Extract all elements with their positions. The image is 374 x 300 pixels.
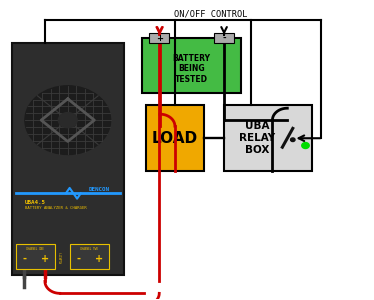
Text: CHANNEL ONE: CHANNEL ONE — [26, 247, 44, 251]
Text: UBA
RELAY
BOX: UBA RELAY BOX — [239, 122, 276, 155]
Bar — [149, 33, 169, 43]
Text: +: + — [95, 254, 103, 264]
Text: CHANNEL TWO: CHANNEL TWO — [80, 247, 98, 251]
Text: POLARITY: POLARITY — [60, 251, 64, 263]
Text: UBA4.5: UBA4.5 — [25, 200, 46, 205]
Text: BATTERY ANALYZER & CHARGER: BATTERY ANALYZER & CHARGER — [25, 206, 87, 210]
Bar — [146, 105, 204, 171]
Text: DENCON: DENCON — [89, 187, 110, 192]
Text: -: - — [222, 34, 226, 43]
Bar — [16, 244, 55, 269]
Text: LOAD: LOAD — [152, 130, 198, 146]
Bar — [142, 38, 241, 93]
Circle shape — [25, 86, 111, 154]
Text: +: + — [156, 34, 163, 43]
Bar — [12, 43, 124, 275]
Bar — [70, 244, 109, 269]
Text: BATTERY
BEING
TESTED: BATTERY BEING TESTED — [173, 54, 211, 84]
Circle shape — [302, 142, 309, 148]
Circle shape — [58, 112, 77, 128]
Circle shape — [291, 138, 295, 142]
Bar — [224, 105, 312, 171]
Text: -: - — [76, 254, 80, 264]
Text: +: + — [41, 254, 49, 264]
Text: -: - — [22, 254, 26, 264]
Bar — [214, 33, 234, 43]
Text: ON/OFF CONTROL: ON/OFF CONTROL — [174, 10, 248, 19]
